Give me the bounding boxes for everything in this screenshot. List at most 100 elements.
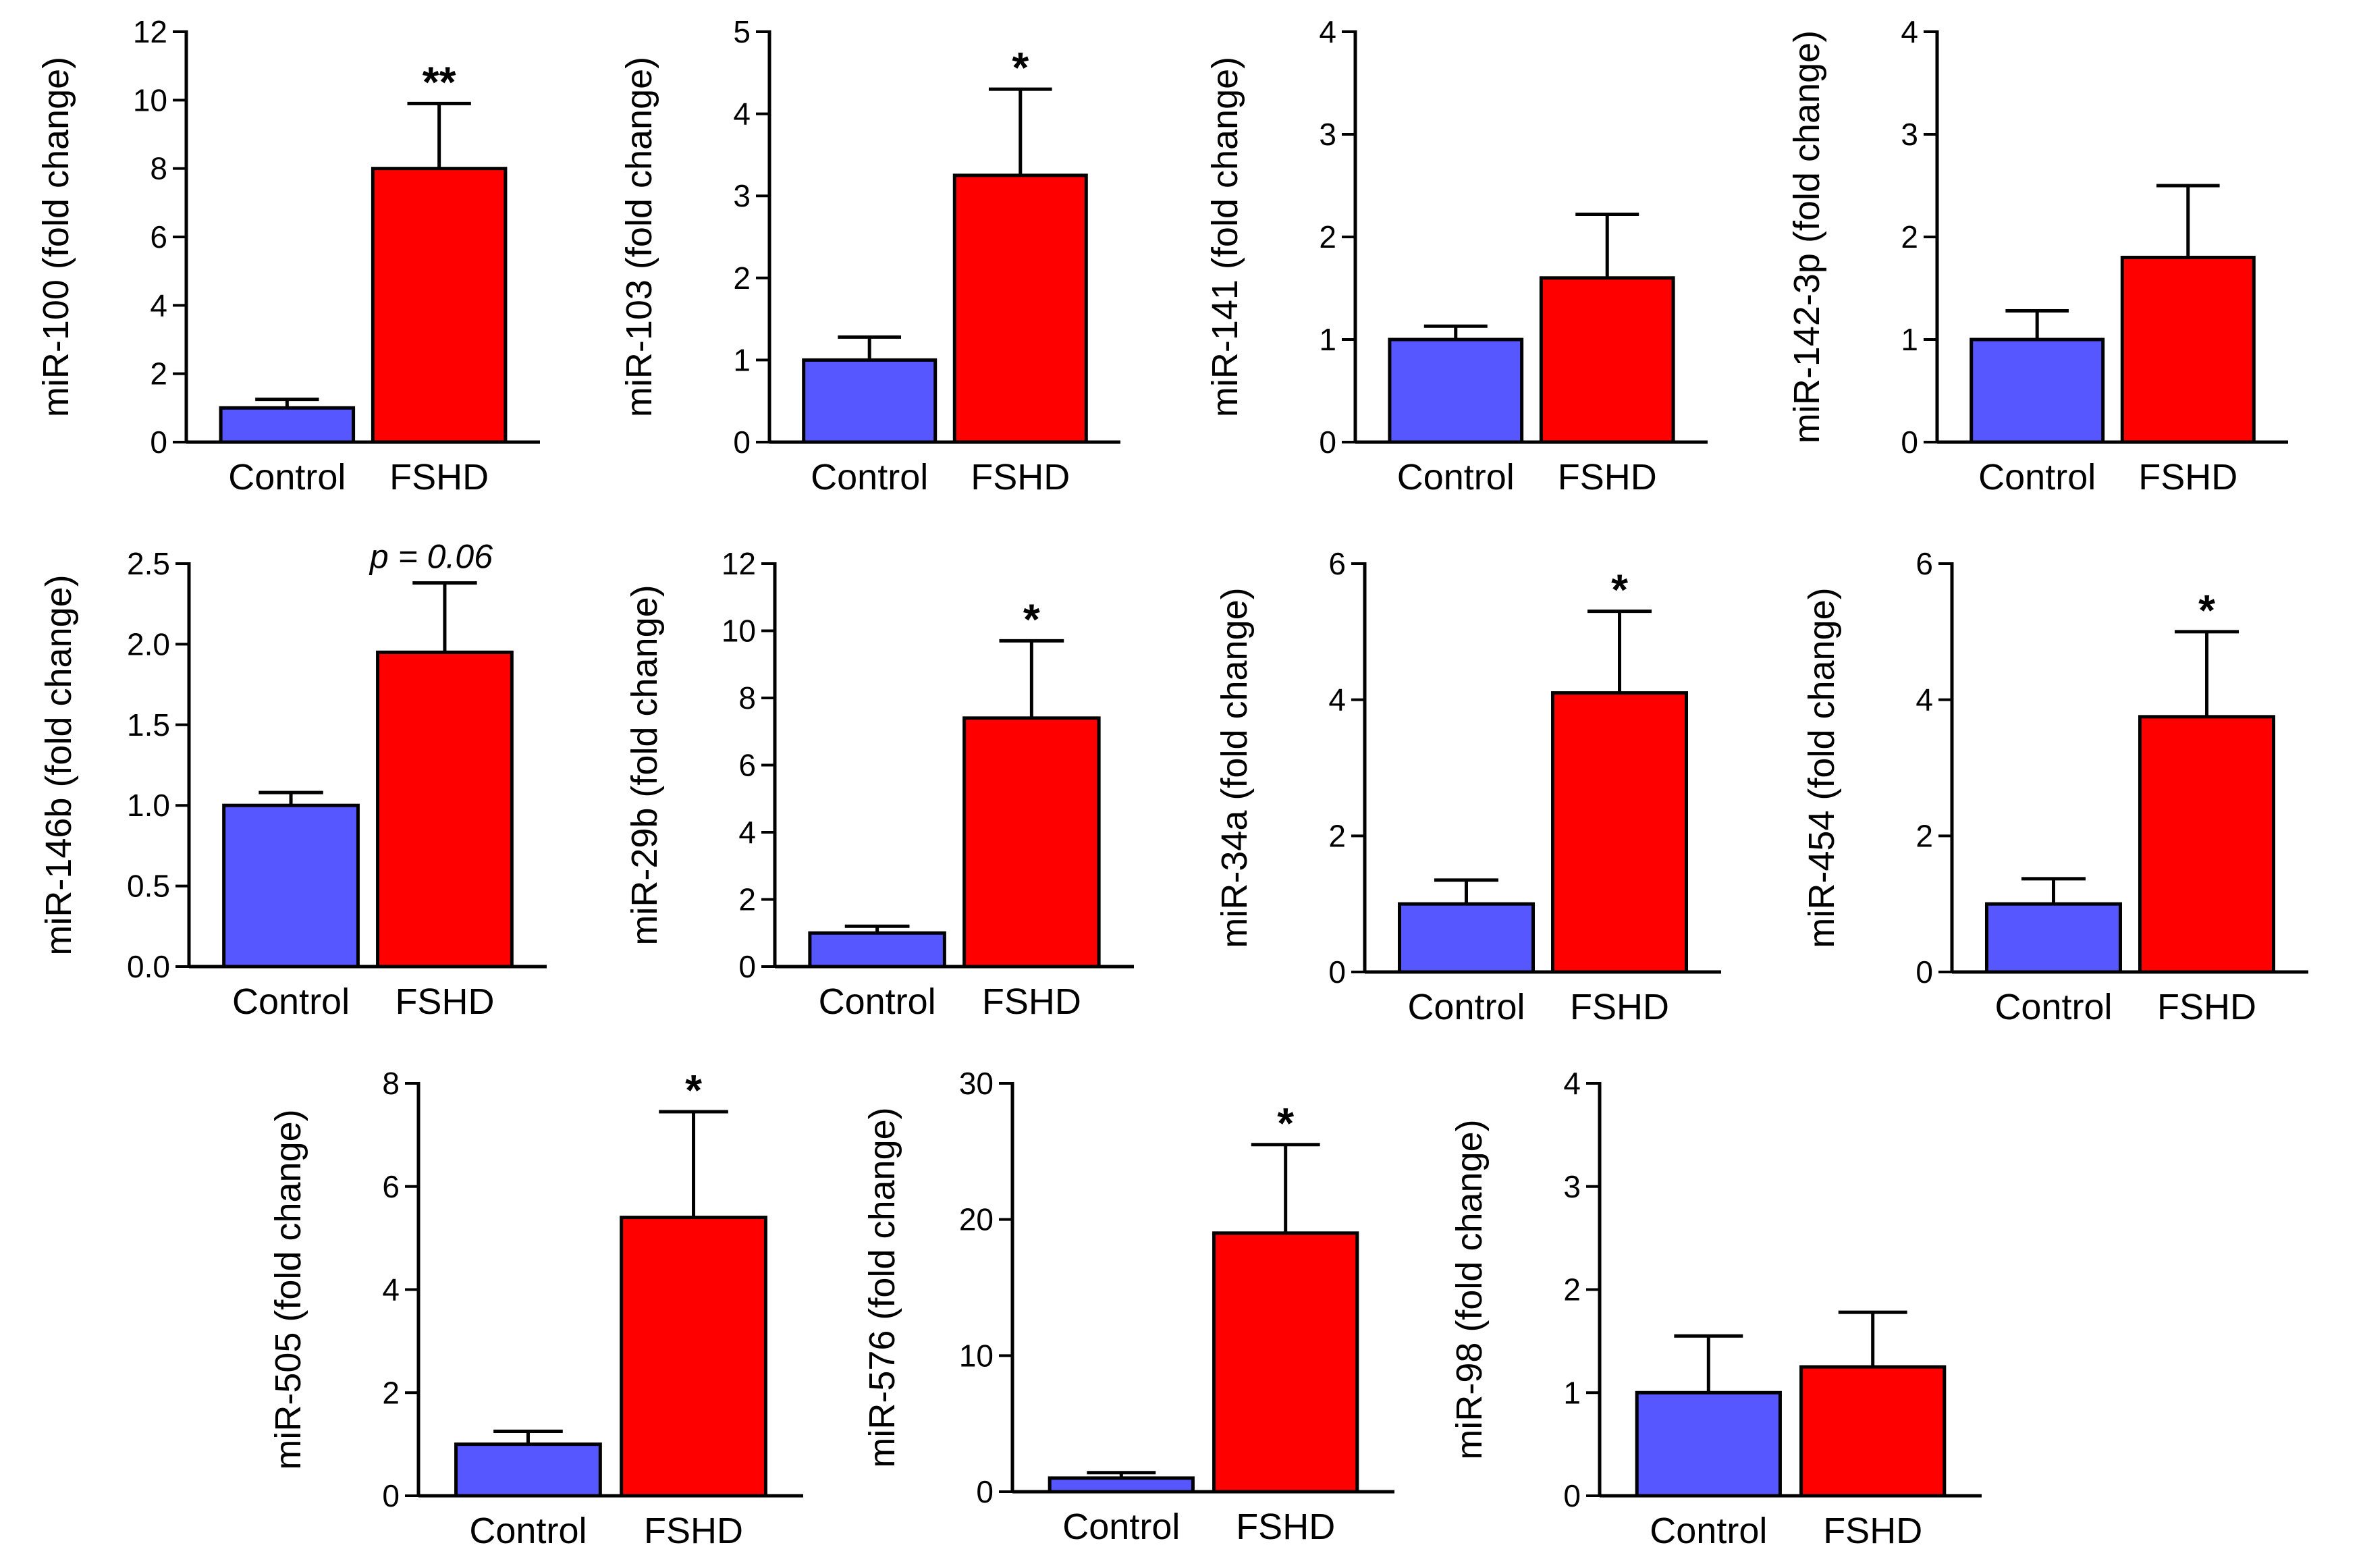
y-tick-label: 4 xyxy=(738,815,756,850)
y-tick-label: 4 xyxy=(1916,682,1933,718)
y-tick-label: 2 xyxy=(1916,818,1933,853)
y-axis-label: miR-103 (fold change) xyxy=(619,57,659,417)
x-category-label: Control xyxy=(232,981,350,1022)
y-axis-label: miR-100 (fold change) xyxy=(36,57,76,417)
y-tick-label: 20 xyxy=(959,1202,994,1237)
x-category-label: FSHD xyxy=(644,1511,743,1551)
y-tick-label: 0 xyxy=(1563,1478,1581,1513)
bar-fshd xyxy=(1539,276,1675,444)
y-tick-label: 4 xyxy=(382,1272,400,1307)
x-category-label: Control xyxy=(1650,1511,1767,1551)
y-tick-label: 0 xyxy=(1328,954,1346,990)
y-tick-label: 2.5 xyxy=(127,546,170,581)
chart-panel: 0 2 4 6 miR-454 (fold change) Control FSHD * xyxy=(1801,546,2308,1027)
y-tick-label: 12 xyxy=(722,546,756,581)
y-tick-label: 1 xyxy=(733,342,751,377)
y-tick-label: 1.5 xyxy=(127,707,170,742)
bar-fshd xyxy=(2120,255,2256,444)
significance-annotation: * xyxy=(685,1066,702,1114)
x-category-label: Control xyxy=(1062,1507,1180,1547)
bar-control xyxy=(1984,902,2122,974)
bar-fshd xyxy=(1212,1231,1359,1494)
y-tick-label: 0 xyxy=(976,1474,994,1509)
bar-fshd xyxy=(962,716,1101,969)
chart-panel: 0 1 2 3 4 miR-142-3p (fold change) Control FSHD xyxy=(1787,14,2288,497)
bar-control xyxy=(1970,337,2105,444)
y-tick-label: 0 xyxy=(1319,425,1336,460)
y-tick-label: 0 xyxy=(1901,425,1918,460)
y-axis-label: miR-141 (fold change) xyxy=(1205,57,1245,417)
bar-control xyxy=(808,931,946,969)
y-tick-label: 8 xyxy=(150,151,167,186)
significance-annotation: * xyxy=(2198,586,2215,634)
x-category-label: FSHD xyxy=(389,457,489,497)
bar-fshd xyxy=(1799,1365,1947,1498)
y-axis-label: miR-142-3p (fold change) xyxy=(1787,30,1827,443)
y-tick-label: 8 xyxy=(738,680,756,715)
bar-fshd xyxy=(2138,715,2276,974)
bar-control xyxy=(222,803,360,969)
y-tick-label: 1.0 xyxy=(127,788,170,823)
y-tick-label: 6 xyxy=(150,219,167,254)
y-tick-label: 0 xyxy=(738,949,756,984)
y-tick-label: 1 xyxy=(1319,322,1336,357)
bar-fshd xyxy=(1551,691,1689,974)
chart-panel: 0 10 20 30 miR-576 (fold change) Control FSHD * xyxy=(862,1066,1394,1547)
x-category-label: FSHD xyxy=(1236,1507,1335,1547)
y-axis-label: miR-576 (fold change) xyxy=(862,1107,902,1467)
y-tick-label: 10 xyxy=(959,1338,994,1373)
bar-control xyxy=(454,1442,602,1498)
y-tick-label: 6 xyxy=(382,1169,400,1204)
bar-control xyxy=(802,358,938,444)
x-category-label: FSHD xyxy=(1570,987,1669,1027)
y-tick-label: 3 xyxy=(1319,117,1336,152)
chart-panel: 0.0 0.5 1.0 1.5 2.0 2.5 miR-146b (fold change)… xyxy=(38,538,547,1022)
chart-panel: 0 1 2 3 4 miR-141 (fold change) Control FSHD xyxy=(1205,14,1708,497)
x-category-label: Control xyxy=(1397,457,1515,497)
significance-annotation: * xyxy=(1023,595,1040,643)
y-tick-label: 2 xyxy=(150,356,167,391)
x-category-label: FSHD xyxy=(395,981,494,1022)
significance-annotation: ** xyxy=(423,57,456,106)
y-tick-label: 30 xyxy=(959,1066,994,1101)
y-tick-label: 2 xyxy=(382,1375,400,1410)
y-tick-label: 4 xyxy=(1319,14,1336,49)
bar-fshd xyxy=(620,1216,767,1498)
chart-panel: 0 2 4 6 8 10 12 miR-100 (fold change) Control FSH… xyxy=(36,14,540,497)
y-tick-label: 10 xyxy=(133,82,167,117)
y-axis-label: miR-34a (fold change) xyxy=(1214,587,1255,948)
x-category-label: FSHD xyxy=(971,457,1070,497)
y-tick-label: 0 xyxy=(733,425,751,460)
bar-control xyxy=(219,406,356,444)
y-tick-label: 0 xyxy=(1916,954,1933,990)
y-tick-label: 2 xyxy=(1328,818,1346,853)
y-axis-label: miR-98 (fold change) xyxy=(1449,1119,1490,1459)
x-category-label: Control xyxy=(1978,457,2096,497)
x-category-label: FSHD xyxy=(1558,457,1657,497)
y-tick-label: 2 xyxy=(733,261,751,296)
y-tick-label: 2.0 xyxy=(127,626,170,661)
chart-panel: 0 2 4 6 8 10 12 miR-29b (fold change) Control FSH… xyxy=(624,546,1134,1022)
y-tick-label: 2 xyxy=(1901,219,1918,254)
x-category-label: Control xyxy=(228,457,346,497)
y-tick-label: 6 xyxy=(1916,546,1933,581)
x-category-label: FSHD xyxy=(982,981,1081,1022)
y-tick-label: 4 xyxy=(150,288,167,323)
y-axis-label: miR-505 (fold change) xyxy=(268,1109,308,1469)
x-category-label: Control xyxy=(811,457,928,497)
y-tick-label: 3 xyxy=(733,178,751,213)
x-category-label: FSHD xyxy=(2138,457,2237,497)
chart-panel: 0 2 4 6 8 miR-505 (fold change) Control FSHD * xyxy=(268,1066,803,1551)
x-category-label: FSHD xyxy=(2157,987,2256,1027)
significance-annotation: * xyxy=(1277,1099,1294,1147)
y-tick-label: 2 xyxy=(738,882,756,917)
x-category-label: Control xyxy=(819,981,936,1022)
bar-control xyxy=(1635,1390,1782,1498)
x-category-label: Control xyxy=(469,1511,587,1551)
significance-annotation: * xyxy=(1611,566,1628,614)
significance-annotation: * xyxy=(1012,43,1029,92)
significance-annotation: p = 0.06 xyxy=(369,538,493,576)
bar-control xyxy=(1397,902,1535,974)
y-tick-label: 2 xyxy=(1563,1272,1581,1307)
